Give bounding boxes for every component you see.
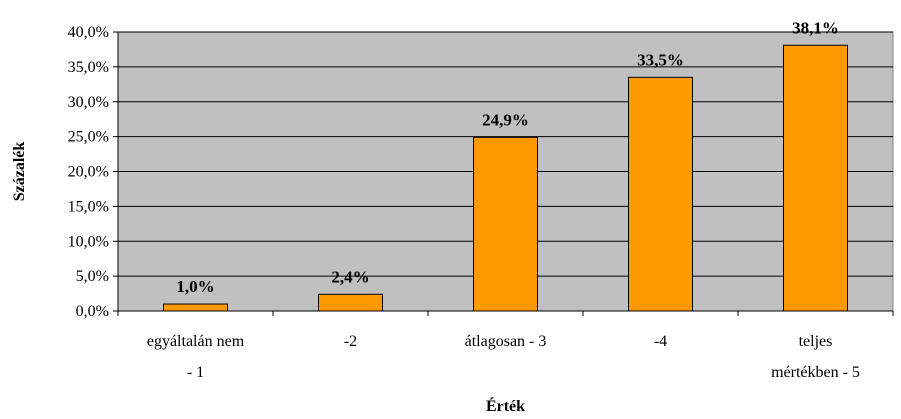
data-label: 1,0%: [176, 277, 214, 296]
gridlines: [118, 31, 893, 277]
data-label: 24,9%: [482, 110, 529, 129]
x-tick-label: egyáltalán nem - 1: [147, 333, 245, 381]
x-tick-label: átlagosan - 3: [465, 333, 547, 350]
y-tick-label: 35,0%: [68, 59, 109, 76]
data-label: 33,5%: [637, 50, 684, 69]
y-axis: 0,0% 5,0% 10,0% 15,0% 20,0% 25,0% 30,0% 35,0% 40…: [68, 24, 119, 320]
x-tick-label: -2: [344, 333, 357, 350]
bar: [318, 293, 383, 312]
y-axis-title: Százalék: [11, 142, 28, 202]
x-axis: egyáltalán nem - 1 -2 átlagosan - 3 -4 teljes…: [117, 310, 894, 381]
y-tick-label: 25,0%: [68, 129, 109, 146]
y-tick-label: 20,0%: [68, 164, 109, 181]
y-tick-label: 15,0%: [68, 198, 109, 215]
x-axis-title: Érték: [486, 396, 525, 415]
y-tick-label: 10,0%: [68, 233, 109, 250]
x-tick-label: -4: [654, 333, 667, 350]
bar: [163, 303, 228, 312]
bar: [473, 136, 538, 312]
y-tick-label: 5,0%: [76, 268, 109, 285]
y-tick-label: 30,0%: [68, 94, 109, 111]
data-label: 2,4%: [331, 267, 369, 286]
data-labels: 1,0% 2,4% 24,9% 33,5% 38,1%: [176, 18, 839, 296]
y-tick-label: 40,0%: [68, 24, 109, 41]
y-tick-label: 0,0%: [76, 303, 109, 320]
bars: [163, 44, 848, 312]
bar: [783, 44, 848, 312]
data-label: 38,1%: [792, 18, 839, 37]
x-tick-label: teljes mértékben - 5: [771, 333, 860, 381]
bar: [628, 76, 693, 312]
